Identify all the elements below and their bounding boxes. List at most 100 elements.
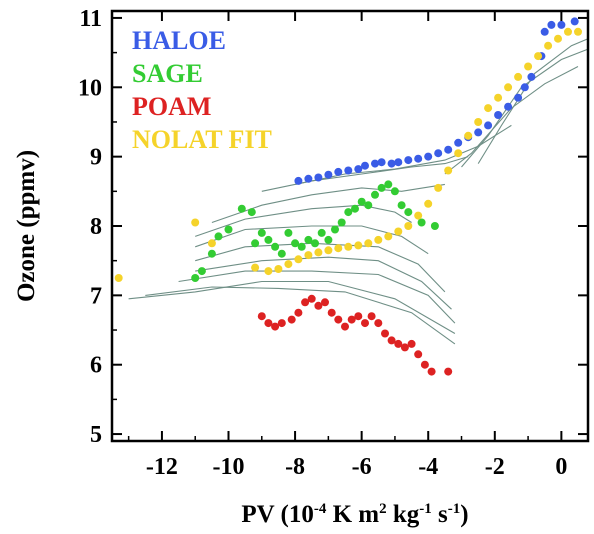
poam-point-23 [407, 339, 416, 348]
contour-line-7 [195, 204, 412, 237]
haloe-point-12 [394, 158, 403, 167]
nolat-fit-point-15 [364, 239, 373, 248]
sage-point-11 [291, 239, 300, 248]
poam-point-19 [381, 329, 389, 338]
haloe-point-2 [304, 174, 313, 183]
haloe-point-18 [454, 138, 463, 147]
sage-point-16 [324, 235, 333, 244]
nolat-fit-point-20 [414, 211, 423, 220]
legend-item-poam: POAM [132, 92, 211, 121]
legend-item-nolat-fit: NOLAT FIT [132, 125, 272, 154]
haloe-point-1 [294, 176, 303, 185]
poam-point-4 [277, 319, 286, 328]
nolat-fit-point-5 [264, 267, 273, 276]
contour-line-4 [195, 256, 452, 310]
y-tick-label: 8 [90, 214, 102, 240]
x-axis-title-exp4: -1 [448, 501, 461, 517]
haloe-point-10 [377, 158, 386, 167]
x-tick-label: -6 [352, 454, 372, 480]
contour-line-11 [444, 66, 579, 175]
nolat-fit-point-30 [514, 72, 523, 81]
y-tick-label: 5 [90, 422, 102, 448]
sage-point-7 [264, 235, 273, 244]
x-axis-title-mid3: s [432, 501, 448, 528]
sage-point-3 [237, 204, 246, 213]
sage-point-9 [277, 249, 286, 258]
tick-labels: -12 -10 -8 -6 -4 -2 0 5 6 7 8 9 10 11 [78, 6, 567, 480]
nolat-fit-point-9 [304, 251, 313, 260]
sage-point-27 [397, 201, 406, 210]
haloe-point-25 [520, 83, 529, 92]
contour-line-8 [211, 183, 445, 224]
nolat-fit-point-33 [544, 41, 553, 50]
sage-point-2 [224, 225, 233, 234]
haloe-point-16 [434, 149, 443, 158]
y-tick-label: 11 [79, 6, 102, 32]
sage-point-21 [357, 197, 366, 206]
axis-ticks [112, 11, 588, 441]
nolat-fit-point-22 [434, 183, 443, 192]
sage-point-23 [371, 190, 379, 199]
poam-point-7 [301, 298, 310, 307]
sage-point-31 [207, 249, 216, 258]
sage-point-6 [257, 228, 266, 237]
sage-point-15 [317, 228, 326, 237]
sage-point-5 [251, 239, 260, 248]
poam-point-10 [321, 298, 329, 307]
sage-point-17 [331, 225, 339, 234]
haloe-point-21 [484, 121, 493, 130]
nolat-fit-point-26 [474, 118, 483, 126]
poam-point-24 [414, 350, 423, 359]
nolat-fit-point-18 [394, 227, 403, 236]
haloe-point-17 [444, 145, 453, 154]
legend-item-haloe: HALOE [132, 26, 226, 55]
nolat-fit-point-19 [404, 222, 413, 230]
x-tick-label: -8 [285, 454, 305, 480]
x-axis-title-mid1: K m [326, 501, 379, 528]
x-axis-title-pre: PV (10 [241, 501, 313, 528]
series-marks [114, 17, 582, 376]
sage-point-8 [271, 242, 280, 251]
haloe-point-24 [514, 93, 523, 102]
legend-item-sage: SAGE [132, 59, 203, 88]
poam-point-20 [387, 336, 396, 345]
nolat-fit-point-29 [504, 83, 513, 92]
series-haloe [294, 17, 579, 185]
sage-point-12 [297, 242, 306, 251]
sage-point-30 [430, 222, 439, 230]
x-axis-title: PV (10-4 K m2 kg-1 s-1) [241, 501, 468, 528]
sage-point-29 [417, 218, 426, 227]
contour-line-2 [128, 280, 456, 334]
haloe-point-26 [527, 72, 536, 81]
poam-point-5 [287, 315, 296, 324]
x-tick-label: -2 [485, 454, 505, 480]
contour-line-1 [145, 286, 456, 345]
haloe-point-4 [324, 170, 333, 179]
contour-line-10 [294, 124, 512, 185]
poam-point-3 [271, 322, 280, 331]
nolat-fit-point-25 [464, 131, 473, 140]
nolat-fit-point-27 [484, 104, 493, 113]
sage-point-22 [364, 201, 373, 210]
nolat-fit-point-31 [524, 62, 533, 71]
sage-point-32 [197, 267, 206, 276]
nolat-fit-point-23 [444, 166, 453, 175]
y-tick-label: 7 [90, 283, 102, 309]
sage-point-20 [351, 204, 359, 213]
x-tick-label: -4 [418, 454, 438, 480]
poam-point-11 [327, 308, 336, 317]
haloe-point-6 [344, 166, 353, 175]
haloe-point-30 [557, 20, 566, 29]
haloe-point-13 [404, 156, 413, 165]
nolat-fit-point-36 [574, 27, 582, 36]
nolat-fit-point-21 [424, 199, 433, 208]
haloe-point-5 [334, 167, 343, 176]
poam-point-17 [367, 312, 376, 321]
x-tick-label: -10 [213, 454, 245, 480]
nolat-fit-point-35 [564, 27, 572, 36]
series-sage [191, 180, 439, 282]
haloe-point-7 [354, 165, 363, 174]
sage-point-4 [247, 208, 256, 217]
poam-point-12 [334, 315, 343, 324]
